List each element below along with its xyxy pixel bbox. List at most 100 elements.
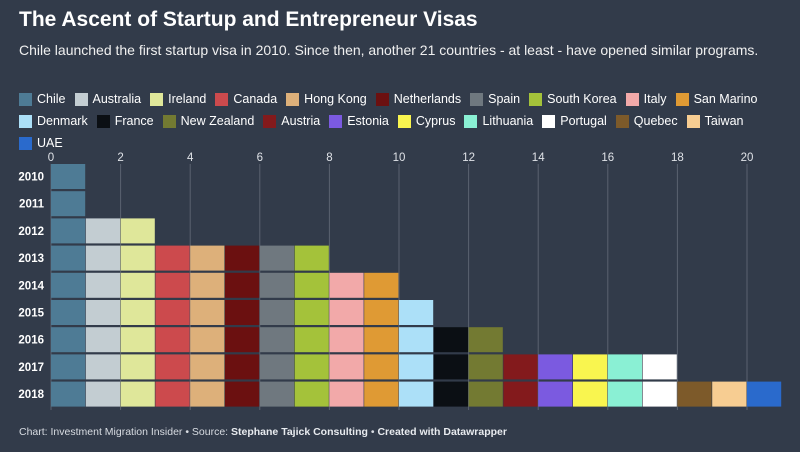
legend-swatch — [615, 114, 629, 128]
bar-segment — [51, 245, 86, 271]
legend-item: Austria — [263, 113, 320, 129]
bar-segment — [190, 354, 225, 380]
legend-item: Denmark — [19, 113, 88, 129]
bar-segment — [120, 327, 155, 353]
datawrapper-link[interactable]: Created with Datawrapper — [377, 426, 507, 438]
legend-label: New Zealand — [180, 114, 255, 128]
legend-swatch — [215, 92, 229, 106]
bar-segment — [433, 354, 468, 380]
legend-item: Portugal — [542, 113, 607, 129]
x-tick-label: 8 — [326, 152, 332, 164]
bar-segment — [120, 272, 155, 298]
bar-segment — [329, 272, 364, 298]
bar-segment — [85, 354, 120, 380]
bar-segment — [155, 354, 190, 380]
bar-segment — [399, 354, 434, 380]
legend-item: Taiwan — [686, 113, 744, 129]
legend-swatch — [625, 92, 639, 106]
legend-label: Austria — [281, 114, 321, 128]
legend-item: Canada — [215, 91, 277, 107]
bar-segment — [573, 354, 608, 380]
legend-label: Chile — [37, 92, 66, 106]
legend-swatch — [19, 136, 32, 150]
legend-label: Spain — [488, 92, 521, 106]
x-tick-label: 18 — [671, 152, 684, 164]
x-tick-label: 12 — [462, 152, 475, 164]
bar-segment — [85, 245, 120, 271]
bar-segment — [225, 381, 260, 407]
bar-segment — [120, 218, 155, 244]
source-link[interactable]: Stephane Tajick Consulting — [231, 426, 368, 438]
legend-label: Canada — [233, 92, 278, 106]
bar-segment — [364, 381, 399, 407]
legend-label: Italy — [643, 92, 667, 106]
legend-swatch — [162, 114, 176, 128]
legend-swatch — [19, 92, 32, 106]
bar-segment — [225, 354, 260, 380]
bar-segment — [538, 381, 573, 407]
bar-segment — [225, 327, 260, 353]
legend-item: Hong Kong — [286, 91, 367, 107]
bar-segment — [294, 354, 329, 380]
legend-item: Spain — [470, 91, 520, 107]
chart-credit: Chart: Investment Migration Insider • So… — [19, 426, 232, 438]
legend-swatch — [329, 114, 343, 128]
chart-title: The Ascent of Startup and Entrepreneur V… — [19, 8, 478, 31]
y-tick-label: 2015 — [18, 308, 44, 320]
bar-segment — [364, 327, 399, 353]
legend-swatch — [286, 92, 300, 106]
legend-label: Quebec — [633, 114, 678, 128]
legend-item: Ireland — [150, 91, 206, 107]
legend-label: Netherlands — [393, 92, 462, 106]
legend-swatch — [150, 92, 164, 106]
legend-label: Ireland — [168, 92, 207, 106]
legend-item: San Marino — [675, 91, 758, 107]
separator: • — [367, 426, 378, 438]
bar-segment — [399, 381, 434, 407]
bar-segment — [573, 381, 608, 407]
bar-segment — [225, 300, 260, 325]
bar-segment — [51, 272, 86, 298]
bar-segment — [190, 272, 225, 298]
legend-label: Estonia — [347, 114, 389, 128]
bar-segment — [225, 245, 260, 271]
legend-swatch — [375, 92, 389, 106]
bar-segment — [51, 191, 86, 217]
bar-segment — [259, 354, 294, 380]
bar-segment — [85, 272, 120, 298]
bar-segment — [642, 354, 677, 380]
bar-segment — [329, 300, 364, 325]
bar-segment — [51, 218, 86, 244]
bar-segment — [259, 300, 294, 325]
legend-item: Lithuania — [464, 113, 533, 129]
legend-swatch — [464, 114, 478, 128]
legend-swatch — [19, 114, 32, 128]
bar-segment — [433, 327, 468, 353]
x-tick-label: 20 — [741, 152, 754, 164]
bar-segment — [607, 354, 642, 380]
x-tick-label: 14 — [532, 152, 545, 164]
bar-segment — [85, 327, 120, 353]
legend-swatch — [529, 92, 543, 106]
y-tick-label: 2013 — [18, 253, 44, 265]
legend-label: Australia — [92, 92, 142, 106]
bar-segment — [747, 381, 782, 407]
footer: Chart: Investment Migration Insider • So… — [19, 426, 507, 438]
bar-segment — [712, 381, 747, 407]
bar-segment — [190, 381, 225, 407]
bar-segment — [677, 381, 712, 407]
bar-segment — [399, 327, 434, 353]
legend-label: Taiwan — [704, 114, 744, 128]
bar-segment — [190, 327, 225, 353]
x-tick-label: 10 — [393, 152, 406, 164]
bar-segment — [51, 381, 86, 407]
legend: Chile Australia Ireland Canada Hong Kong Neth… — [19, 91, 799, 151]
legend-item: Cyprus — [397, 113, 456, 129]
legend-label: Lithuania — [482, 114, 534, 128]
legend-label: Cyprus — [415, 114, 456, 128]
bar-segment — [364, 300, 399, 325]
legend-swatch — [686, 114, 700, 128]
bar-segment — [433, 381, 468, 407]
legend-label: UAE — [37, 136, 63, 150]
legend-label: France — [114, 114, 154, 128]
